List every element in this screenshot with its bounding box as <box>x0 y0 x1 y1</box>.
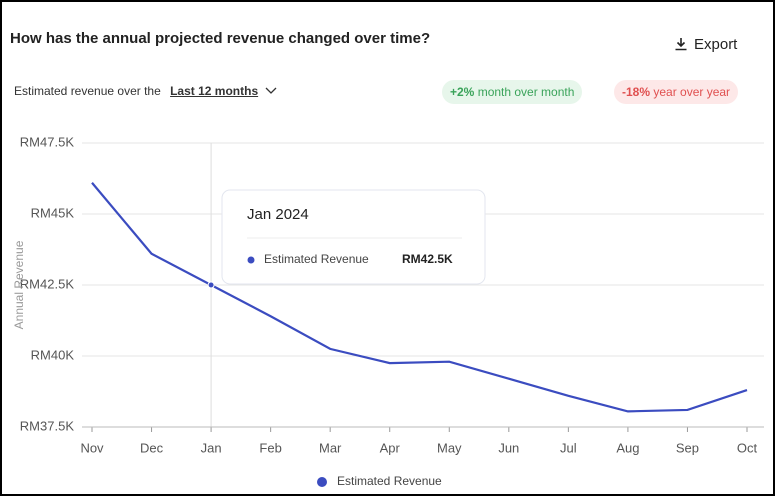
badge-value: -18% <box>622 85 651 99</box>
export-icon <box>675 38 687 51</box>
x-tick-label: Jul <box>560 440 577 455</box>
x-tick-label: Mar <box>319 440 342 455</box>
tooltip-dot <box>247 256 255 264</box>
x-tick-label: Oct <box>737 440 758 455</box>
subtitle-text: Estimated revenue over the <box>14 84 161 98</box>
x-tick-label: Jan <box>201 440 222 455</box>
badge-value: +2% <box>450 85 475 99</box>
period-select[interactable]: Last 12 months <box>170 84 259 98</box>
tooltip-series: Estimated Revenue <box>264 252 369 266</box>
y-tick-label: RM40K <box>31 347 75 362</box>
export-button[interactable]: Export <box>674 35 737 53</box>
tooltip: Jan 2024 Estimated Revenue RM42.5K <box>221 189 486 285</box>
chevron <box>266 87 277 94</box>
line <box>91 182 748 413</box>
tooltip-box <box>221 189 486 285</box>
y-tick-label: RM37.5K <box>20 418 75 433</box>
subtitle: Estimated revenue over the Last 12 month… <box>14 84 277 98</box>
y-tick-label: RM42.5K <box>20 276 75 291</box>
hover-point <box>207 281 215 289</box>
tooltip-title: Jan 2024 <box>247 206 309 223</box>
badge-text: month over month <box>474 85 575 99</box>
y-axis-label: Annual Revenue <box>12 240 26 329</box>
y-tick-label: RM45K <box>31 205 75 220</box>
x-tick-label: Jun <box>498 440 519 455</box>
x-tick-label: May <box>437 440 462 455</box>
x-tick-label: Dec <box>140 440 164 455</box>
x-tick-label: Feb <box>259 440 281 455</box>
tooltip-value: RM42.5K <box>402 252 453 266</box>
legend-swatch <box>317 477 327 487</box>
badge-mom: +2% month over month <box>442 80 583 104</box>
x-tick-label: Nov <box>80 440 104 455</box>
badge-text: year over year <box>650 85 731 99</box>
export-label: Export <box>694 36 738 53</box>
y-tick-label: RM47.5K <box>20 134 75 149</box>
x-tick-label: Sep <box>676 440 699 455</box>
legend-label: Estimated Revenue <box>337 474 442 488</box>
x-tick-label: Apr <box>380 440 401 455</box>
x-tick-label: Aug <box>616 440 639 455</box>
title: How has the annual projected revenue cha… <box>10 30 431 47</box>
badge-yoy: -18% year over year <box>614 80 739 104</box>
